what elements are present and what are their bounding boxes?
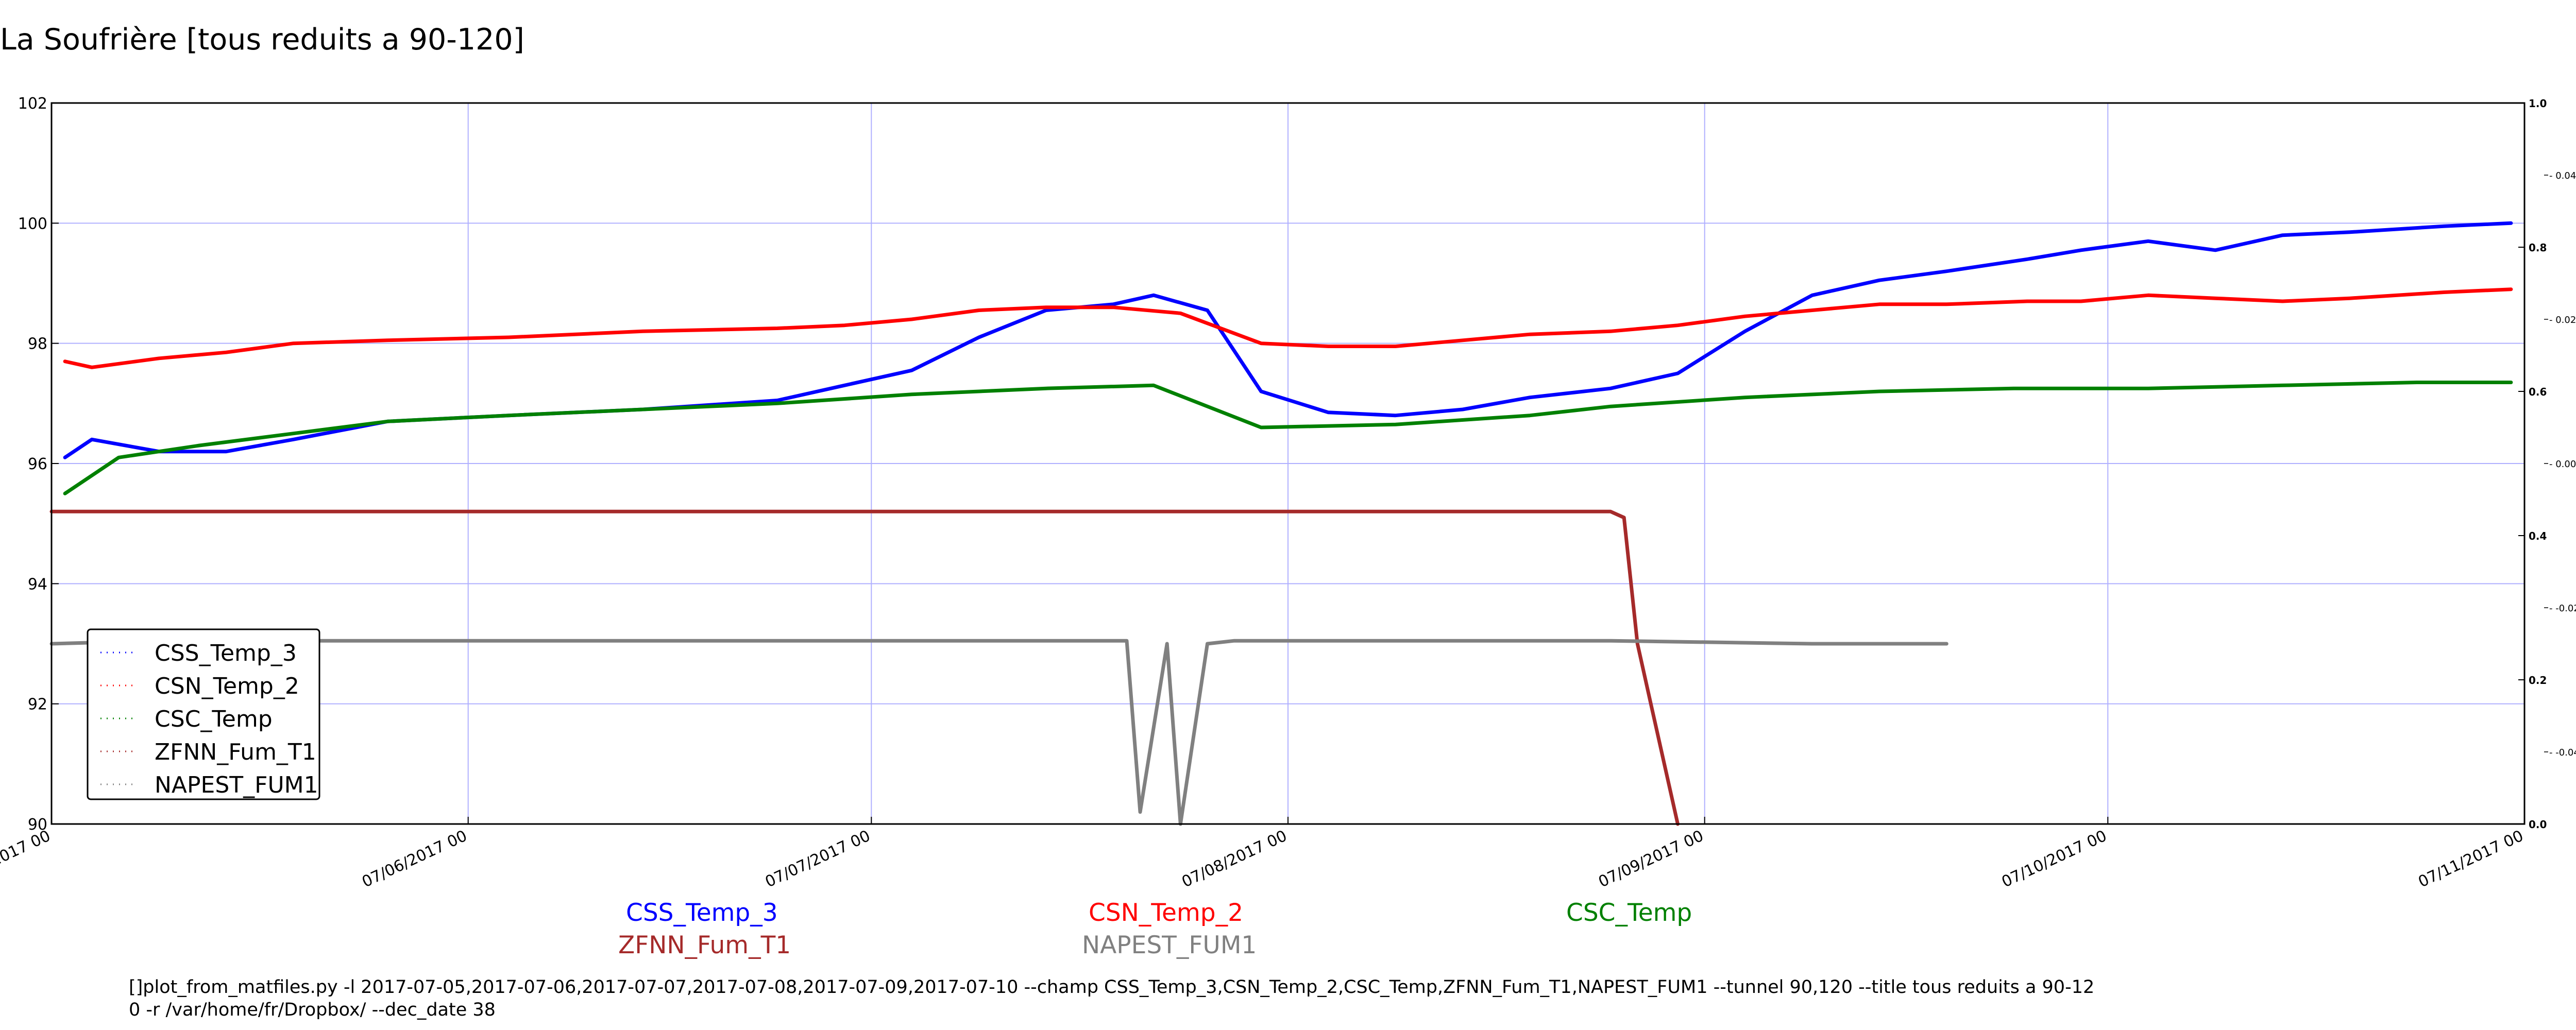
series-line-napest-fum1: [49, 639, 1948, 826]
legend-label-zfnn-fum-t1: ZFNN_Fum_T1: [155, 739, 316, 765]
grid-layer: [51, 102, 2525, 825]
legend-label-napest-fum1: NAPEST_FUM1: [155, 772, 318, 798]
legend-box: CSS_Temp_3 CSN_Temp_2 CSC_Temp ZFNN_Fum_T1 N…: [87, 628, 320, 800]
series-line-csc-temp: [63, 381, 2513, 495]
x-tick-label: 07/08/2017 00: [1179, 827, 1290, 891]
right-outer-tick-label: 0.0: [2529, 818, 2547, 831]
x-tick-label: 07/09/2017 00: [1596, 827, 1706, 891]
right-inner-tick-label: - -0.02: [2549, 603, 2576, 614]
right-outer-tick-label: 0.8: [2529, 242, 2547, 254]
bottom-label-zfnn-fum-t1: ZFNN_Fum_T1: [618, 931, 791, 959]
right-outer-tick-label: 0.6: [2529, 386, 2547, 398]
chart-title: La Soufrière [tous reduits a 90-120]: [0, 23, 524, 57]
y-tick-label: 90: [28, 816, 47, 834]
bottom-label-napest-fum1: NAPEST_FUM1: [1082, 931, 1257, 959]
legend-label-csc-temp: CSC_Temp: [155, 706, 273, 732]
right-outer-tick-label: 0.2: [2529, 674, 2547, 686]
command-line-1: []plot_from_matfiles.py -l 2017-07-05,20…: [129, 977, 2095, 998]
right-inner-tick-label: - 0.00: [2549, 459, 2576, 470]
series-layer: [49, 221, 2513, 826]
bottom-label-csc-temp: CSC_Temp: [1566, 899, 1692, 927]
right-inner-tick-label: - 0.02: [2549, 315, 2576, 325]
legend-label-css-temp-3: CSS_Temp_3: [155, 640, 297, 666]
y-tick-label: 94: [28, 575, 47, 593]
x-tick-label: 07/10/2017 00: [1999, 827, 2110, 891]
y-tick-label: 102: [18, 95, 47, 113]
right-inner-tick-label: - -0.04: [2549, 747, 2576, 758]
right-outer-tick-label: 1.0: [2529, 97, 2547, 110]
legend-frame: [87, 628, 320, 800]
x-tick-label: 07/06/2017 00: [359, 827, 470, 891]
series-line-csn-temp-2: [63, 287, 2513, 369]
y-tick-label: 96: [28, 455, 47, 473]
series-line-zfnn-fum-t1: [49, 509, 1680, 826]
bottom-label-css-temp-3: CSS_Temp_3: [626, 899, 778, 927]
bottom-label-csn-temp-2: CSN_Temp_2: [1089, 899, 1243, 927]
y-tick-label: 92: [28, 696, 47, 714]
command-line: []plot_from_matfiles.py -l 2017-07-05,20…: [129, 976, 2293, 1021]
right-outer-tick-label: 0.4: [2529, 530, 2547, 542]
x-tick-label: 07/11/2017 00: [2416, 827, 2527, 891]
legend-label-csn-temp-2: CSN_Temp_2: [155, 673, 299, 699]
x-tick-label: 07/05/2017 00: [0, 827, 53, 891]
command-line-2: 0 -r /var/home/fr/Dropbox/ --dec_date 38: [129, 1000, 496, 1020]
x-tick-label: 07/07/2017 00: [762, 827, 873, 891]
y-tick-label: 98: [28, 335, 47, 353]
right-inner-tick-label: - 0.04: [2549, 170, 2576, 181]
y-tick-label: 100: [18, 215, 47, 233]
